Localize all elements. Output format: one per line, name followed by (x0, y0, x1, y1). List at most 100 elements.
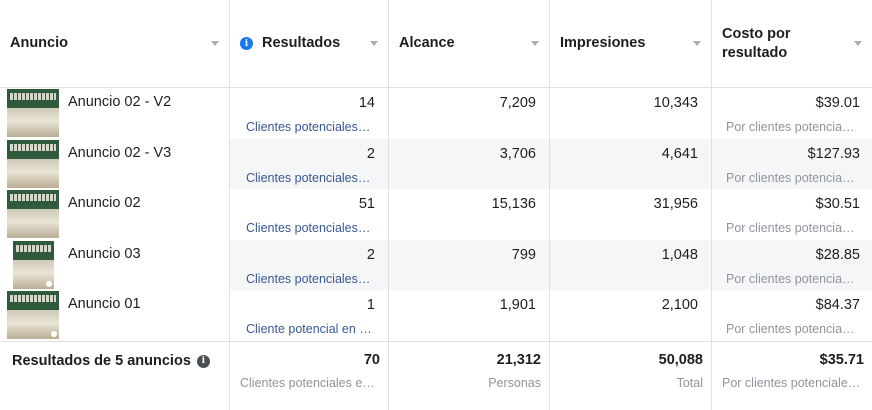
impressions-cell: 4,641 (550, 138, 712, 189)
info-icon[interactable]: i (240, 37, 253, 50)
summary-cost-value: $35.71 (819, 352, 864, 368)
cost-type: Por clientes potencia… (726, 120, 855, 134)
ad-cell[interactable]: Anuncio 02 - V2 (0, 88, 230, 139)
impressions-value: 4,641 (661, 145, 698, 162)
column-header-label: Resultados (262, 35, 341, 51)
summary-label-cell: Resultados de 5 anuncios i (0, 342, 230, 410)
sort-caret-icon[interactable] (211, 41, 219, 46)
results-type-link[interactable]: Cliente potencial en … (246, 322, 372, 336)
impressions-value: 10,343 (653, 95, 698, 111)
summary-reach-type: Personas (488, 376, 541, 390)
ad-thumbnail-image[interactable] (7, 291, 59, 339)
ad-thumbnail-image[interactable] (7, 139, 59, 188)
results-value: 51 (358, 196, 375, 212)
ad-name[interactable]: Anuncio 02 (68, 195, 141, 211)
cost-type: Por clientes potencia… (726, 271, 855, 286)
results-cell: 2 Clientes potenciales… (230, 138, 389, 189)
reach-value: 3,706 (499, 145, 536, 162)
column-header-label: Impresiones (560, 35, 646, 51)
impressions-cell: 2,100 (550, 290, 712, 341)
cost-value: $84.37 (815, 297, 860, 313)
ad-name[interactable]: Anuncio 03 (68, 245, 141, 262)
info-icon[interactable]: i (196, 354, 210, 368)
summary-label-text: Resultados de 5 anuncios (12, 353, 191, 369)
summary-reach-value: 21,312 (496, 352, 541, 368)
reach-value: 7,209 (499, 95, 536, 111)
cost-cell: $127.93 Por clientes potencia… (712, 139, 872, 190)
column-header-alcance[interactable]: Alcance (389, 0, 550, 87)
results-cell: 14 Clientes potenciales… (230, 88, 389, 139)
impressions-cell: 10,343 (550, 88, 712, 139)
reach-cell: 3,706 (389, 138, 550, 189)
ad-name[interactable]: Anuncio 02 - V3 (68, 144, 172, 161)
table-row[interactable]: Anuncio 01 1 Cliente potencial en … 1,90… (0, 290, 872, 341)
table-row[interactable]: Anuncio 03 2 Clientes potenciales… 799 1… (0, 239, 872, 291)
ad-thumbnail-image[interactable] (13, 240, 54, 289)
ad-cell[interactable]: Anuncio 02 - V3 (0, 138, 230, 189)
ad-thumbnail-image[interactable] (7, 89, 59, 137)
impressions-value: 31,956 (653, 196, 698, 212)
sort-caret-icon[interactable] (370, 41, 378, 46)
column-header-costo-por-resultado[interactable]: Costo por resultado (712, 0, 872, 87)
table-row[interactable]: Anuncio 02 - V3 2 Clientes potenciales… … (0, 138, 872, 190)
reach-cell: 15,136 (389, 189, 550, 240)
cost-value: $127.93 (807, 145, 860, 162)
results-type-link[interactable]: Clientes potenciales… (246, 221, 371, 235)
reach-cell: 7,209 (389, 88, 550, 139)
sort-caret-icon[interactable] (531, 41, 539, 46)
summary-cost-cell: $35.71 Por clientes potenciale… (712, 342, 872, 410)
results-cell: 1 Cliente potencial en … (230, 290, 389, 341)
ad-cell[interactable]: Anuncio 03 (0, 239, 230, 290)
impressions-value: 1,048 (661, 246, 698, 263)
summary-cost-type: Por clientes potenciale… (722, 376, 861, 390)
sort-caret-icon[interactable] (693, 41, 701, 46)
cost-type: Por clientes potencia… (726, 322, 855, 336)
results-cell: 2 Clientes potenciales… (230, 239, 389, 290)
cost-type: Por clientes potencia… (726, 170, 855, 185)
results-type-link[interactable]: Clientes potenciales… (246, 170, 371, 185)
cost-cell: $84.37 Por clientes potencia… (712, 290, 872, 341)
summary-results-type: Clientes potenciales e… (240, 376, 375, 390)
ad-cell[interactable]: Anuncio 01 (0, 290, 230, 341)
summary-impressions-value: 50,088 (658, 352, 703, 368)
cost-value: $30.51 (815, 196, 860, 212)
cost-value: $39.01 (815, 95, 860, 111)
column-header-impresiones[interactable]: Impresiones (550, 0, 712, 87)
table-header: Anuncio i Resultados Alcance Impresiones… (0, 0, 872, 88)
column-header-label: Costo por resultado (722, 25, 791, 61)
table-row[interactable]: Anuncio 02 - V2 14 Clientes potenciales…… (0, 88, 872, 139)
column-header-anuncio[interactable]: Anuncio (0, 0, 230, 87)
cost-cell: $30.51 Por clientes potencia… (712, 189, 872, 240)
column-header-resultados[interactable]: i Resultados (230, 0, 389, 87)
summary-label: Resultados de 5 anuncios i (12, 353, 210, 369)
reach-cell: 799 (389, 239, 550, 290)
table-row[interactable]: Anuncio 02 51 Clientes potenciales… 15,1… (0, 189, 872, 240)
results-value: 2 (366, 246, 375, 263)
summary-reach-cell: 21,312 Personas (389, 342, 550, 410)
impressions-cell: 1,048 (550, 239, 712, 290)
ad-name[interactable]: Anuncio 02 - V2 (68, 94, 172, 110)
results-cell: 51 Clientes potenciales… (230, 189, 389, 240)
results-value: 2 (366, 145, 375, 162)
sort-caret-icon[interactable] (854, 41, 862, 46)
results-type-link[interactable]: Clientes potenciales… (246, 271, 371, 286)
summary-impressions-type: Total (676, 376, 703, 390)
reach-value: 1,901 (499, 297, 536, 313)
summary-results-cell: 70 Clientes potenciales e… (230, 342, 389, 410)
cost-type: Por clientes potencia… (726, 221, 855, 235)
reach-cell: 1,901 (389, 290, 550, 341)
column-header-label: Anuncio (10, 35, 68, 51)
ad-cell[interactable]: Anuncio 02 (0, 189, 230, 240)
ad-thumbnail-image[interactable] (7, 190, 59, 238)
summary-row: Resultados de 5 anuncios i 70 Clientes p… (0, 341, 872, 410)
results-type-link[interactable]: Clientes potenciales… (246, 120, 371, 134)
reach-value: 15,136 (491, 196, 536, 212)
ad-name[interactable]: Anuncio 01 (68, 296, 141, 312)
results-value: 1 (366, 297, 375, 313)
impressions-value: 2,100 (661, 297, 698, 313)
reach-value: 799 (511, 246, 536, 263)
cost-cell: $28.85 Por clientes potencia… (712, 240, 872, 291)
impressions-cell: 31,956 (550, 189, 712, 240)
results-value: 14 (358, 95, 375, 111)
